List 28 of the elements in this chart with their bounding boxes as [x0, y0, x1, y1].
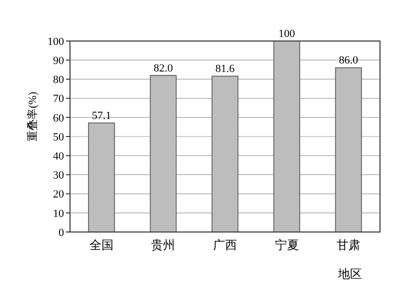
data-label: 86.0: [338, 54, 359, 67]
y-tick-label: 30: [53, 170, 64, 182]
x-axis-title: 地区: [337, 267, 362, 281]
y-tick-label: 70: [53, 93, 64, 106]
y-tick-label: 40: [53, 150, 64, 162]
y-tick-label: 0: [58, 226, 64, 239]
bar: [212, 76, 238, 232]
data-label: 81.6: [215, 63, 236, 76]
y-tick-label: 50: [53, 131, 64, 144]
y-axis-title: 重叠率(%): [26, 91, 39, 142]
bar: [150, 74, 177, 232]
y-tick-label: 20: [53, 188, 64, 201]
x-tick-label: 贵州: [151, 238, 176, 252]
data-label: 57.1: [92, 110, 112, 122]
data-label: 82.0: [154, 62, 174, 74]
y-tick-label: 90: [53, 54, 64, 67]
x-tick-label: 甘肃: [336, 238, 361, 252]
bar: [335, 67, 362, 232]
bar: [88, 122, 115, 232]
x-tick-label: 广西: [213, 238, 237, 252]
bar: [273, 40, 300, 232]
x-tick-label: 宁夏: [274, 238, 299, 252]
y-tick-label: 10: [53, 208, 64, 220]
y-tick-label: 80: [53, 74, 64, 86]
y-tick-label: 100: [48, 36, 64, 48]
y-tick-label: 60: [53, 112, 64, 124]
x-tick-label: 全国: [89, 238, 114, 252]
data-label: 100: [278, 28, 296, 40]
